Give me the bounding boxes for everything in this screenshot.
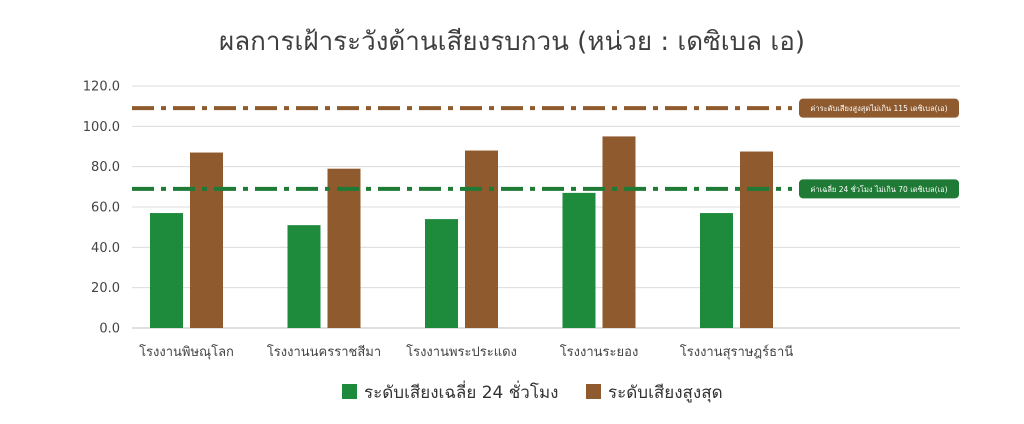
bar-maximum (327, 168, 361, 328)
reference-label-box (799, 179, 959, 199)
y-tick-label: 40.0 (91, 241, 120, 256)
bar-average (700, 213, 733, 328)
y-tick-label: 0.0 (99, 322, 120, 337)
legend-swatch (342, 384, 357, 399)
x-category-label: โรงงานระยอง (560, 344, 639, 360)
y-tick-label: 120.0 (83, 80, 120, 95)
reference-label: ค่าเฉลี่ย 24 ชั่วโมง ไม่เกิน 70 เดซิเบล(… (810, 184, 947, 194)
y-tick-label: 20.0 (91, 281, 120, 296)
bar-maximum (190, 152, 223, 328)
bar-average (425, 219, 458, 328)
chart-title: ผลการเฝ้าระวังด้านเสียงรบกวน (หน่วย : เด… (219, 27, 805, 57)
y-tick-label: 80.0 (91, 160, 120, 175)
reference-label: ค่าระดับเสียงสูงสุดไม่เกิน 115 เดซิเบล(เ… (810, 104, 947, 113)
bar-maximum (465, 150, 498, 328)
bar-average (562, 192, 596, 328)
reference-label-box (799, 98, 959, 118)
axes: 0.0 20.0 40.0 60.0 80.0 100.0 120.0 โรงงานพิษณุ… (83, 80, 794, 361)
grid (132, 85, 960, 329)
x-category-label: โรงงานพระประแดง (406, 344, 517, 360)
x-category-label: โรงงานสุราษฎร์ธานี (680, 344, 794, 360)
bar-maximum (602, 136, 636, 328)
legend: ระดับเสียงเฉลี่ย 24 ชั่วโมง ระดับเสียงสูง… (342, 380, 723, 403)
y-tick-label: 100.0 (83, 120, 120, 135)
y-tick-label: 60.0 (91, 201, 120, 216)
bar-maximum (740, 151, 773, 328)
x-category-label: โรงงานพิษณุโลก (139, 344, 234, 360)
bars (150, 136, 773, 328)
x-category-label: โรงงานนครราชสีมา (267, 344, 381, 360)
bar-average (287, 225, 321, 328)
legend-label: ระดับเสียงเฉลี่ย 24 ชั่วโมง (364, 380, 558, 403)
bar-average (150, 213, 183, 328)
legend-swatch (586, 384, 601, 399)
reference-lines: ค่าระดับเสียงสูงสุดไม่เกิน 115 เดซิเบล(เ… (132, 98, 959, 199)
legend-label: ระดับเสียงสูงสุด (608, 383, 723, 403)
